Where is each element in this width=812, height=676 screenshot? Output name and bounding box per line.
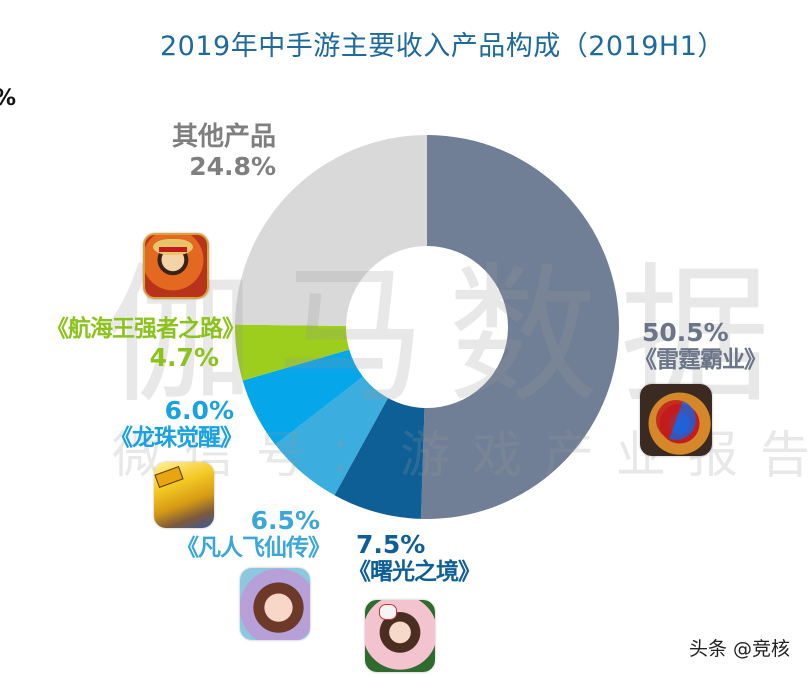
label-fanren-name: 《凡人飞仙传》 <box>176 535 331 561</box>
label-fanren-pct: 6.5% <box>250 506 320 535</box>
label-hanghai: 《航海王强者之路》 4.7% <box>6 316 245 372</box>
hat-band-icon <box>159 247 187 252</box>
label-longzhu: 6.0% 《龙珠觉醒》 <box>90 396 243 451</box>
label-leiting-name: 《雷霆霸业》 <box>634 347 767 373</box>
label-longzhu-pct: 6.0% <box>164 396 234 425</box>
slice-shuguang <box>334 397 425 519</box>
footer-credit: 头条 @竞核 <box>688 638 790 660</box>
label-shuguang: 7.5% 《曙光之境》 <box>348 530 481 584</box>
label-leiting-pct: 50.5% <box>642 318 729 347</box>
label-fanren: 6.5% 《凡人飞仙传》 <box>170 506 331 561</box>
label-longzhu-name: 《龙珠觉醒》 <box>110 425 243 451</box>
game-icon-leiting <box>640 384 712 456</box>
slice-fanren <box>275 376 388 496</box>
label-shuguang-pct: 7.5% <box>356 530 426 559</box>
label-hanghai-name: 《航海王强者之路》 <box>46 316 245 342</box>
slice-other <box>235 135 427 326</box>
game-icon-shuguang <box>365 600 435 672</box>
cropped-edge-glyph: % <box>0 86 16 111</box>
slice-leiting <box>420 135 619 519</box>
orb-icon <box>656 400 696 440</box>
label-shuguang-name: 《曙光之境》 <box>348 559 481 585</box>
fox-mask-icon <box>379 604 397 620</box>
label-other-pct: 24.8% <box>189 152 276 181</box>
donut-slices <box>234 135 619 519</box>
chart-title: 2019年中手游主要收入产品构成（2019H1） <box>160 31 725 62</box>
label-leiting: 50.5% 《雷霆霸业》 <box>634 318 767 373</box>
game-icon-longzhu <box>154 462 214 528</box>
label-hanghai-pct: 4.7% <box>149 343 219 372</box>
label-other: 其他产品 24.8% <box>150 124 276 179</box>
slice-hanghai <box>234 324 350 381</box>
slice-longzhu <box>242 349 363 445</box>
game-icon-hanghai <box>143 233 209 299</box>
badge-icon <box>154 465 184 489</box>
label-other-name: 其他产品 <box>171 122 276 152</box>
game-icon-fanren <box>240 568 310 640</box>
